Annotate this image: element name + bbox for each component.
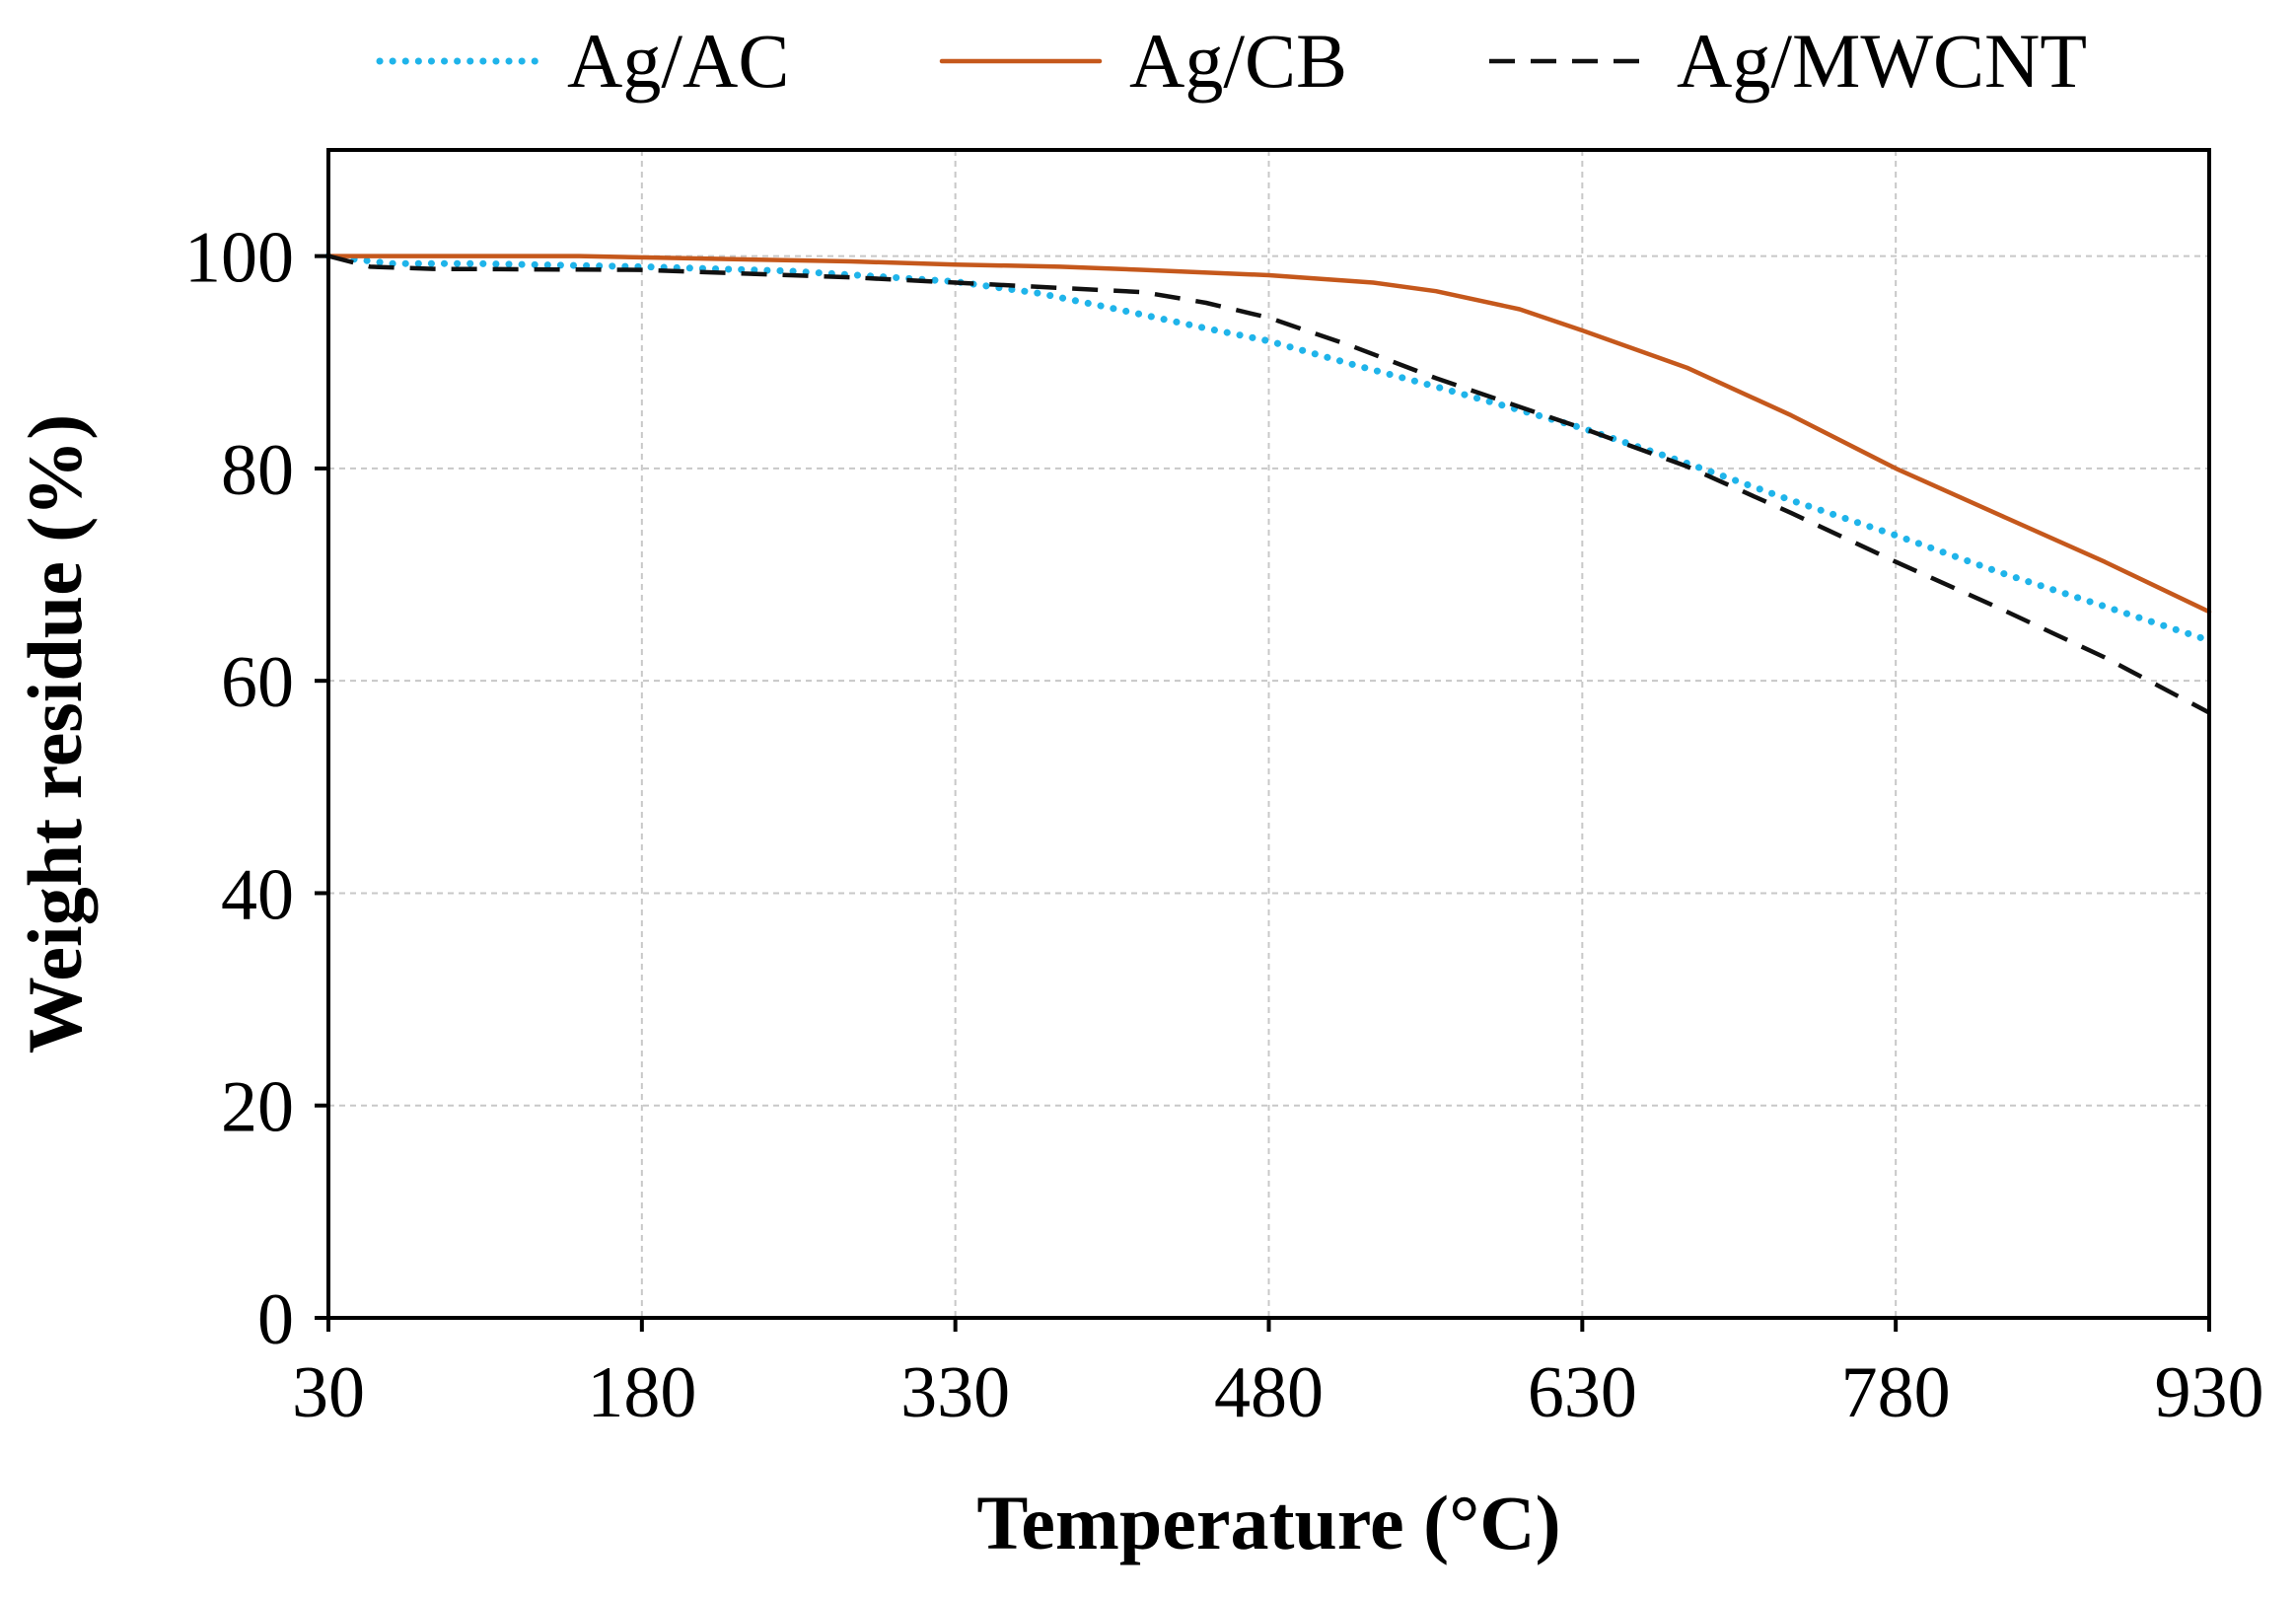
y-tick-label: 20: [221, 1067, 294, 1148]
y-axis-title: Weight residue (%): [12, 414, 98, 1054]
series-line-ag-mwcnt: [327, 254, 2211, 715]
axis-layer: 30 180 330 480 630 780 930 0 20 40 60 80 100: [184, 218, 2264, 1433]
y-tick-label: 80: [221, 430, 294, 511]
series-line-ag-cb: [325, 254, 2212, 615]
y-tick-label: 60: [221, 642, 294, 723]
y-tick-label: 0: [257, 1279, 294, 1360]
x-tick-label: 330: [900, 1352, 1010, 1433]
series-layer: [324, 253, 2213, 715]
x-axis-title: Temperature (°C): [976, 1480, 1560, 1565]
y-tick-label: 100: [184, 218, 294, 299]
legend-label-ag-mwcnt: Ag/MWCNT: [1677, 18, 2087, 104]
x-tick-label: 630: [1528, 1352, 1637, 1433]
legend-label-ag-ac: Ag/AC: [567, 18, 789, 104]
legend: Ag/AC Ag/CB Ag/MWCNT: [376, 18, 2087, 104]
legend-label-ag-cb: Ag/CB: [1129, 18, 1347, 104]
x-tick-label: 780: [1841, 1352, 1951, 1433]
x-tick-label: 30: [292, 1352, 365, 1433]
x-tick-label: 480: [1214, 1352, 1324, 1433]
grid-layer: [328, 150, 2209, 1318]
x-tick-label: 930: [2155, 1352, 2264, 1433]
series-line-ag-ac: [324, 253, 2213, 644]
x-tick-label: 180: [587, 1352, 696, 1433]
y-tick-label: 40: [221, 854, 294, 935]
